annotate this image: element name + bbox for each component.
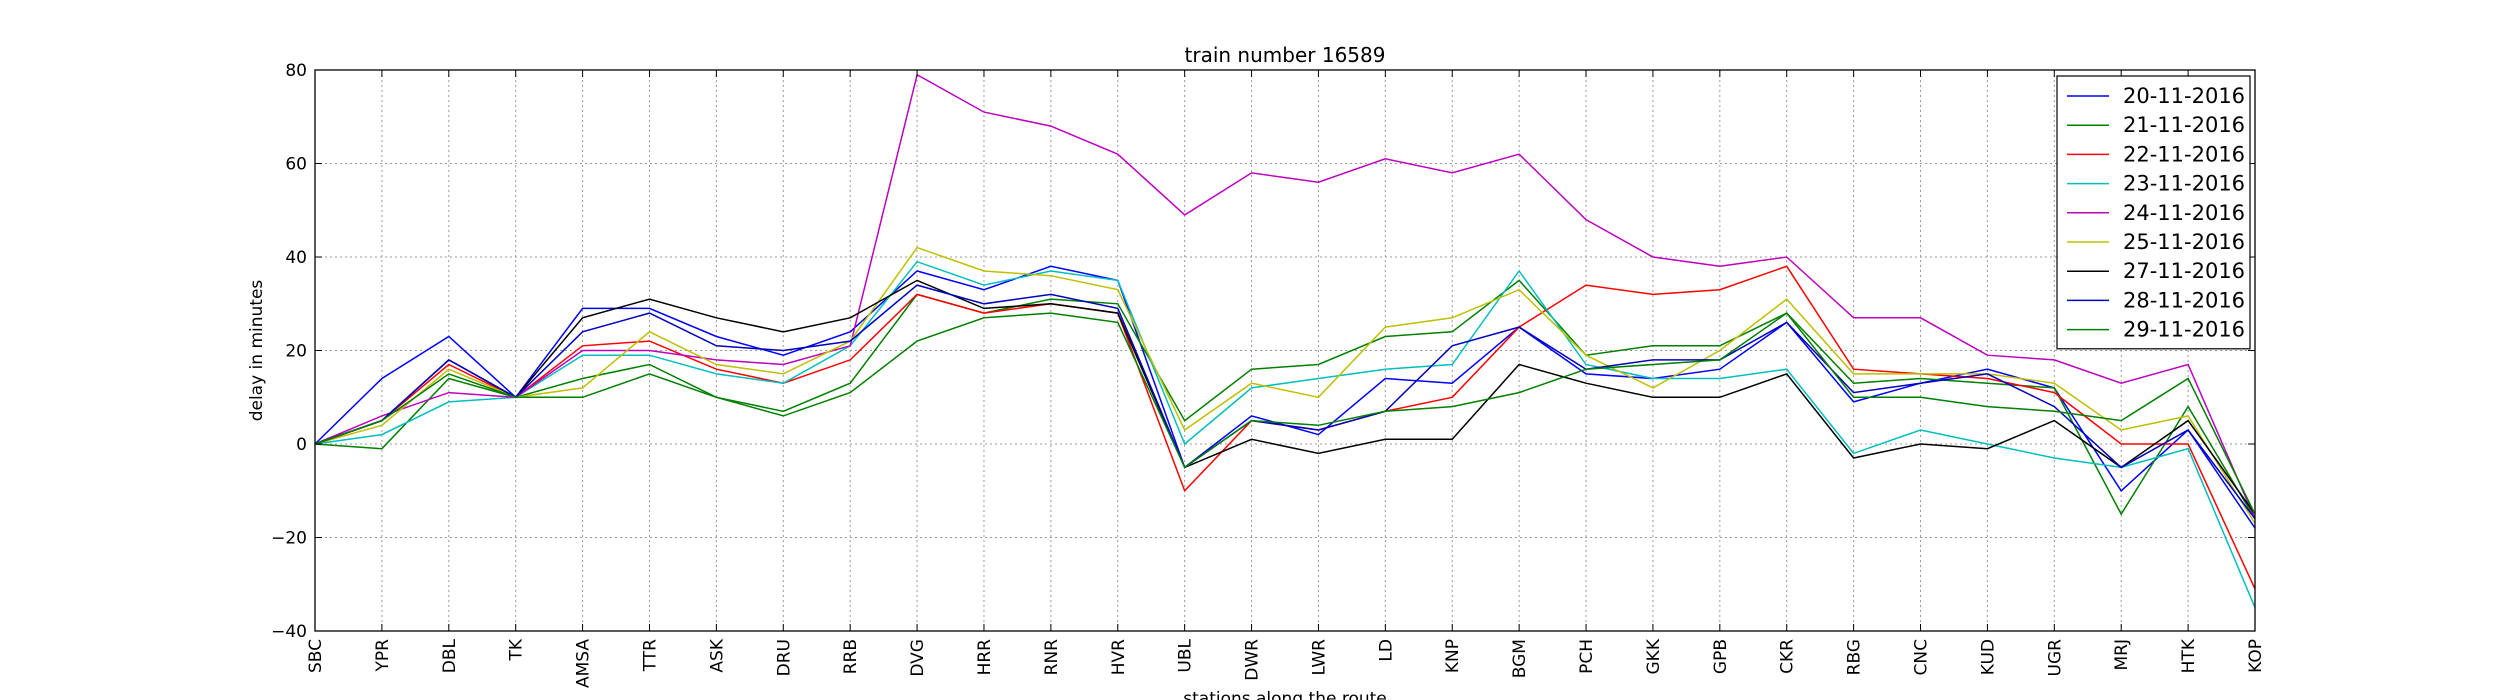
x-tick-label: ASK: [707, 638, 727, 672]
legend-label: 21-11-2016: [2123, 113, 2245, 137]
series-line-21-11-2016: [314, 279, 2256, 520]
x-tick-label: RBG: [1845, 639, 1865, 675]
x-tick-label: KNP: [1443, 639, 1463, 673]
legend-label: 28-11-2016: [2123, 288, 2245, 312]
x-tick-label: SBC: [306, 639, 326, 673]
x-tick-label: DVG: [908, 639, 928, 677]
legend-label: 22-11-2016: [2123, 142, 2245, 166]
x-tick-label: YPR: [373, 639, 393, 673]
legend-label: 29-11-2016: [2123, 318, 2245, 342]
x-tick-label: LWR: [1309, 639, 1329, 676]
x-tick-label: KUD: [1978, 639, 1998, 675]
legend: 20-11-2016 21-11-2016 22-11-2016 23-11-2016…: [2056, 75, 2251, 350]
x-tick-label: TTR: [640, 639, 660, 672]
x-tick-label: RRB: [841, 639, 861, 674]
y-tick-label: 60: [285, 155, 307, 175]
y-tick-label: 0: [296, 435, 307, 455]
y-tick-label: −40: [271, 622, 307, 642]
x-tick-label: AMSA: [574, 639, 594, 688]
x-tick-label: DWR: [1243, 639, 1263, 681]
x-tick-label: DBL: [440, 638, 460, 673]
series-line-23-11-2016: [314, 260, 2256, 608]
chart-title: train number 16589: [1185, 43, 1386, 67]
x-axis-label: stations along the route: [1183, 689, 1387, 700]
series-line-28-11-2016: [314, 284, 2256, 520]
y-axis-label: delay in minutes: [247, 280, 267, 422]
x-tick-label: TK: [507, 638, 527, 661]
x-tick-label: UBL: [1176, 638, 1196, 672]
x-tick-label: BGM: [1510, 639, 1530, 678]
legend-label: 23-11-2016: [2123, 172, 2245, 196]
series-line-27-11-2016: [314, 279, 2256, 515]
x-tick-label: UGR: [2045, 639, 2065, 677]
series-layer: [314, 73, 2256, 608]
x-tick-label: LD: [1376, 639, 1396, 662]
x-tick-label: CKR: [1778, 639, 1798, 674]
x-tick-label: PCH: [1577, 639, 1597, 674]
y-tick-label: 40: [285, 248, 307, 268]
series-line-24-11-2016: [314, 73, 2256, 520]
legend-label: 24-11-2016: [2123, 201, 2245, 225]
legend-label: 25-11-2016: [2123, 230, 2245, 254]
x-tick-label: CNC: [1912, 639, 1932, 675]
legend-label: 27-11-2016: [2123, 259, 2245, 283]
series-line-25-11-2016: [314, 246, 2256, 524]
x-tick-label: GKK: [1644, 638, 1664, 674]
x-tick-label: HTK: [2179, 638, 2199, 673]
x-tick-label: GPB: [1711, 639, 1731, 674]
y-tick-label: −20: [271, 529, 307, 549]
series-line-29-11-2016: [314, 312, 2256, 515]
y-tick-label: 80: [285, 61, 307, 81]
x-tick-label: RNR: [1042, 639, 1062, 676]
ticks-layer: SBC YPR DBL TK AMSA TTR ASK DRU RRB DVG HRR RNR HVR U…: [271, 61, 2266, 688]
x-tick-label: KOP: [2246, 639, 2266, 673]
x-tick-label: MRJ: [2112, 639, 2132, 671]
legend-label: 20-11-2016: [2123, 84, 2245, 108]
x-tick-label: HRR: [975, 639, 995, 676]
y-tick-label: 20: [285, 342, 307, 362]
x-tick-label: HVR: [1109, 639, 1129, 675]
x-tick-label: DRU: [774, 639, 794, 676]
